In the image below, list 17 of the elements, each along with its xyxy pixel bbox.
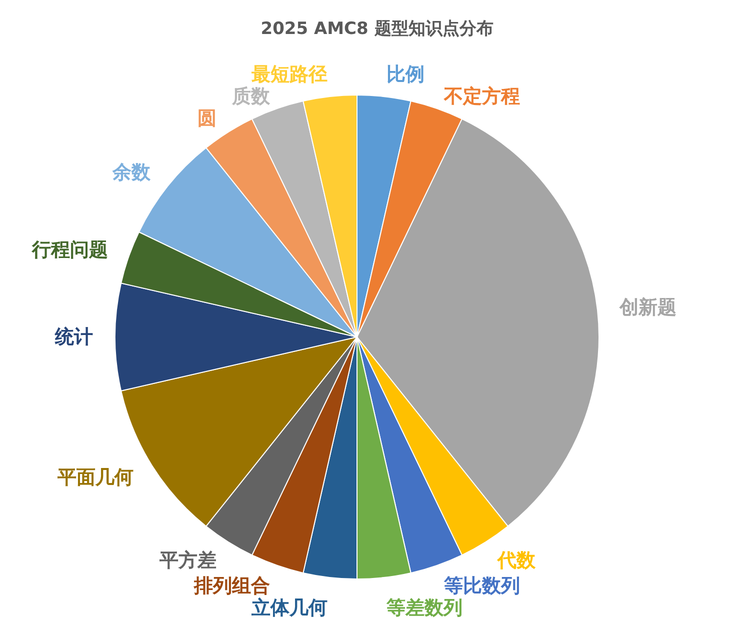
slice-label: 排列组合 <box>192 575 270 598</box>
slice-label: 代数 <box>496 550 536 572</box>
slice-label: 余数 <box>112 161 152 184</box>
slice-label: 圆 <box>198 108 217 130</box>
slice-label: 最短路径 <box>250 64 328 86</box>
slice-label: 统计 <box>54 326 93 348</box>
slice-label: 行程问题 <box>30 238 108 261</box>
slice-label: 比例 <box>386 64 425 86</box>
slice-label: 创新题 <box>618 296 676 318</box>
slice-label: 等差数列 <box>386 597 463 620</box>
slice-label: 质数 <box>230 86 271 108</box>
chart-title: 2025 AMC8 题型知识点分布 <box>260 19 494 39</box>
slice-label: 等比数列 <box>443 575 520 598</box>
slice-label: 平面几何 <box>56 466 134 488</box>
slice-label: 平方差 <box>158 550 217 572</box>
slice-label: 立体几何 <box>250 597 328 620</box>
slice-label: 不定方程 <box>443 86 520 108</box>
